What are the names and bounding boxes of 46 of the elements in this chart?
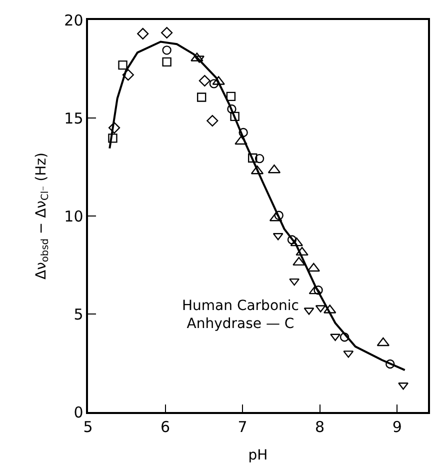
y-tick-label: 15 <box>64 109 84 128</box>
point <box>376 337 390 346</box>
point <box>108 134 118 143</box>
point <box>287 235 297 244</box>
y-tick-label: 0 <box>74 403 84 422</box>
point <box>296 246 308 256</box>
y-tick-label: 20 <box>64 11 84 30</box>
point <box>292 256 306 266</box>
y-tick-label: 5 <box>74 305 84 324</box>
point <box>290 237 304 246</box>
point <box>340 332 350 342</box>
point <box>234 136 248 145</box>
line-series <box>108 40 406 372</box>
point <box>162 57 172 67</box>
point <box>122 69 134 81</box>
x-axis-title: pH <box>248 448 268 464</box>
x-tick-label: 6 <box>160 418 170 436</box>
x-tick-label: 7 <box>238 418 248 436</box>
point <box>227 104 236 114</box>
point <box>196 92 206 102</box>
annotation: Human Carbonic Anhydrase — C <box>182 298 299 332</box>
point <box>162 46 172 55</box>
point <box>226 92 236 102</box>
point <box>194 56 204 63</box>
point <box>198 74 210 87</box>
point <box>254 154 264 164</box>
point <box>274 210 284 220</box>
point <box>330 334 340 341</box>
point <box>314 285 323 295</box>
point <box>248 153 258 163</box>
point <box>230 112 240 122</box>
x-tick-label: 8 <box>315 418 325 436</box>
point <box>118 60 128 70</box>
x-tick-label: 9 <box>392 418 402 436</box>
point <box>108 122 120 134</box>
point <box>307 262 320 272</box>
point <box>137 28 149 40</box>
point <box>308 285 322 294</box>
point <box>161 26 173 39</box>
point <box>398 382 408 390</box>
point <box>206 114 218 127</box>
point <box>289 278 300 286</box>
point <box>209 79 219 88</box>
y-tick-label: 10 <box>64 207 84 226</box>
point <box>386 359 395 369</box>
point <box>238 128 248 138</box>
